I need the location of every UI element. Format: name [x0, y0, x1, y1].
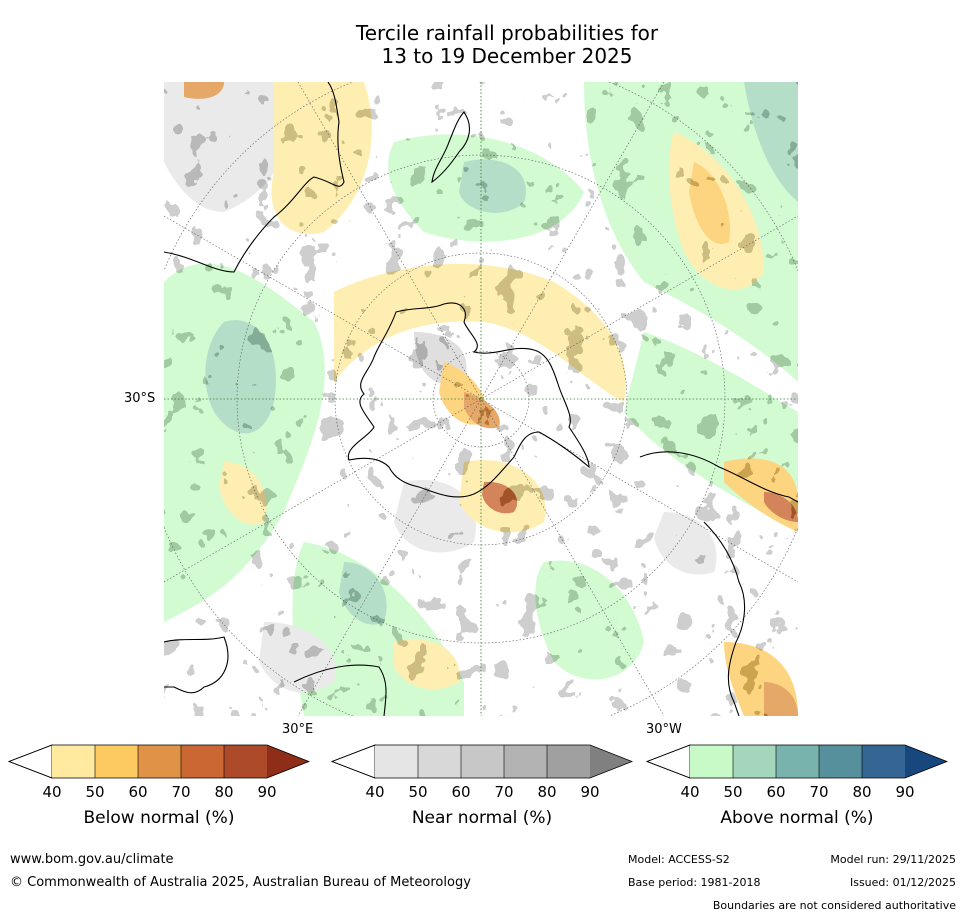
- colorbar-under-arrow: [8, 744, 53, 779]
- colorbar-tick: 90: [257, 783, 277, 801]
- colorbar-swatch: [138, 745, 181, 778]
- website-link[interactable]: www.bom.gov.au/climate: [10, 852, 174, 867]
- colorbar-dividers: [732, 745, 863, 778]
- colorbar-tick: 50: [723, 783, 743, 801]
- above-normal-colorbar: [646, 744, 948, 779]
- colorbar-swatch: [224, 745, 267, 778]
- colorbar-swatch: [95, 745, 138, 778]
- colorbar-dividers: [94, 745, 225, 778]
- lon-label-30e: 30°E: [282, 722, 314, 737]
- title-line-2: 13 to 19 December 2025: [381, 44, 633, 68]
- africa-coastline: [164, 636, 387, 716]
- colorbar-tick: 70: [809, 783, 829, 801]
- colorbar-tick: 80: [214, 783, 234, 801]
- colorbar-swatch: [52, 745, 95, 778]
- colorbar-swatch: [418, 745, 461, 778]
- polar-map: [164, 82, 798, 716]
- colorbar-tick: 70: [171, 783, 191, 801]
- south-america-coastline: [639, 451, 798, 716]
- colorbar-swatch: [181, 745, 224, 778]
- colorbar-over-arrow: [267, 745, 309, 778]
- colorbar-tick: 40: [42, 783, 62, 801]
- colorbar-tick: 60: [766, 783, 786, 801]
- colorbar-tick: 70: [494, 783, 514, 801]
- colorbar-tick: 80: [537, 783, 557, 801]
- title-line-1: Tercile rainfall probabilities for: [355, 21, 659, 45]
- colorbar-over-arrow: [590, 745, 632, 778]
- colorbar-tick: 50: [85, 783, 105, 801]
- near-normal-colorbar: [331, 744, 633, 779]
- colorbar-tick: 40: [365, 783, 385, 801]
- map-title: Tercile rainfall probabilities for 13 to…: [0, 22, 965, 68]
- colorbar-tick: 60: [451, 783, 471, 801]
- model-run-date: Model run: 29/11/2025: [830, 853, 956, 866]
- colorbar-under-arrow: [646, 744, 691, 779]
- colorbar-under-arrow: [331, 744, 376, 779]
- near-normal-label: Near normal (%): [411, 808, 553, 828]
- colorbar-tick: 40: [680, 783, 700, 801]
- colorbar-outline: [331, 744, 633, 779]
- below-normal-label: Below normal (%): [83, 808, 235, 828]
- below-normal-colorbar: [8, 744, 310, 779]
- antarctica-coastline: [347, 302, 590, 498]
- issued-date: Issued: 01/12/2025: [849, 876, 956, 889]
- lat-label-30s: 30°S: [124, 391, 156, 406]
- colorbar-swatch: [461, 745, 504, 778]
- model-name: Model: ACCESS-S2: [628, 853, 730, 866]
- boundaries-disclaimer: Boundaries are not considered authoritat…: [712, 899, 956, 912]
- colorbar-swatch: [547, 745, 590, 778]
- colorbar-tick: 80: [852, 783, 872, 801]
- colorbar-tick: 90: [895, 783, 915, 801]
- colorbar-swatch: [862, 745, 905, 778]
- colorbar-swatch: [776, 745, 819, 778]
- colorbar-swatch: [819, 745, 862, 778]
- colorbar-swatch: [690, 745, 733, 778]
- base-period: Base period: 1981-2018: [628, 876, 761, 889]
- above-normal-label: Above normal (%): [720, 808, 874, 828]
- new-zealand-coastline: [431, 111, 470, 184]
- colorbar-swatch: [375, 745, 418, 778]
- colorbar-over-arrow: [905, 745, 947, 778]
- colorbar-swatch: [504, 745, 547, 778]
- colorbar-dividers: [417, 745, 548, 778]
- map-svg: [164, 82, 798, 716]
- colorbar-outline: [8, 744, 310, 779]
- colorbar-tick: 50: [408, 783, 428, 801]
- australia-coastline: [164, 82, 345, 273]
- colorbar-tick: 60: [128, 783, 148, 801]
- lon-label-30w: 30°W: [646, 722, 682, 737]
- colorbar-swatch: [733, 745, 776, 778]
- colorbar-tick: 90: [580, 783, 600, 801]
- coastlines: [164, 82, 798, 716]
- colorbar-outline: [646, 744, 948, 779]
- copyright-text: © Commonwealth of Australia 2025, Austra…: [10, 875, 471, 890]
